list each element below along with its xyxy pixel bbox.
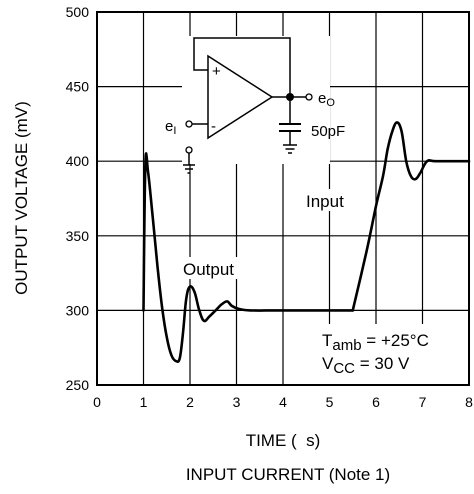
y-tick-labels: 250 300 350 400 450 500 xyxy=(66,4,90,393)
y-tick-label: 350 xyxy=(66,228,90,244)
cap-value-label: 50pF xyxy=(311,123,345,140)
y-tick-label: 500 xyxy=(66,4,90,20)
tamb-annotation: Tamb = +25°C xyxy=(322,331,429,354)
x-tick-label: 1 xyxy=(140,394,148,410)
x-tick-label: 8 xyxy=(465,394,473,410)
chart-caption: INPUT CURRENT (Note 1) xyxy=(186,465,390,484)
x-tick-labels: 0 1 2 3 4 5 6 7 8 xyxy=(93,394,473,410)
output-label-background xyxy=(180,257,246,279)
x-tick-label: 2 xyxy=(186,394,194,410)
series-line-output xyxy=(142,152,355,364)
x-tick-label: 0 xyxy=(93,394,101,410)
y-tick-label: 400 xyxy=(66,153,90,169)
op-amp-circuit: + - eO 50pF eI xyxy=(165,36,345,174)
op-amp-plus: + xyxy=(212,63,221,80)
x-tick-label: 3 xyxy=(233,394,241,410)
y-tick-label: 300 xyxy=(66,302,90,318)
feedback-wire xyxy=(193,37,291,97)
vcc-annotation: VCC = 30 V xyxy=(322,354,410,377)
output-terminal-label: eO xyxy=(318,90,335,109)
x-tick-label: 4 xyxy=(279,394,287,410)
x-tick-label: 7 xyxy=(419,394,427,410)
op-amp-minus: - xyxy=(211,118,216,135)
output-series-label: Output xyxy=(183,260,234,279)
input-series-label: Input xyxy=(306,192,344,211)
input-label-background xyxy=(302,189,354,211)
y-axis-title: OUTPUT VOLTAGE (mV) xyxy=(12,101,31,295)
x-tick-label: 6 xyxy=(372,394,380,410)
op-amp-triangle xyxy=(207,54,274,140)
x-axis-title: TIME ( s) xyxy=(246,431,321,450)
input-terminal-label: eI xyxy=(165,118,176,137)
series-group xyxy=(142,121,471,364)
x-tick-label: 5 xyxy=(326,394,334,410)
y-tick-label: 450 xyxy=(66,79,90,95)
input-terminal xyxy=(185,120,193,128)
series-line-input xyxy=(351,121,471,312)
conditions-background xyxy=(318,324,466,384)
output-terminal xyxy=(305,93,313,101)
ground-terminal xyxy=(185,146,193,154)
y-tick-label: 250 xyxy=(66,377,90,393)
